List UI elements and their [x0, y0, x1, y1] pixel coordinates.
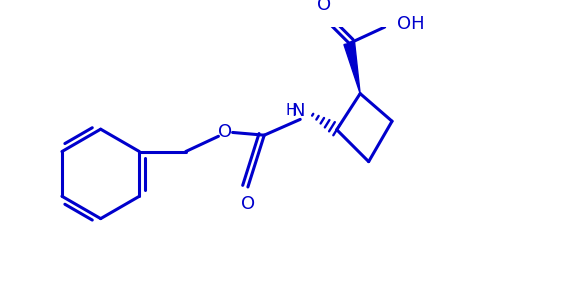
- Text: O: O: [218, 124, 232, 142]
- Text: N: N: [291, 102, 304, 120]
- Text: O: O: [241, 195, 255, 213]
- Text: OH: OH: [396, 15, 424, 33]
- Text: H: H: [286, 103, 297, 118]
- Polygon shape: [344, 42, 360, 94]
- Text: O: O: [317, 0, 331, 14]
